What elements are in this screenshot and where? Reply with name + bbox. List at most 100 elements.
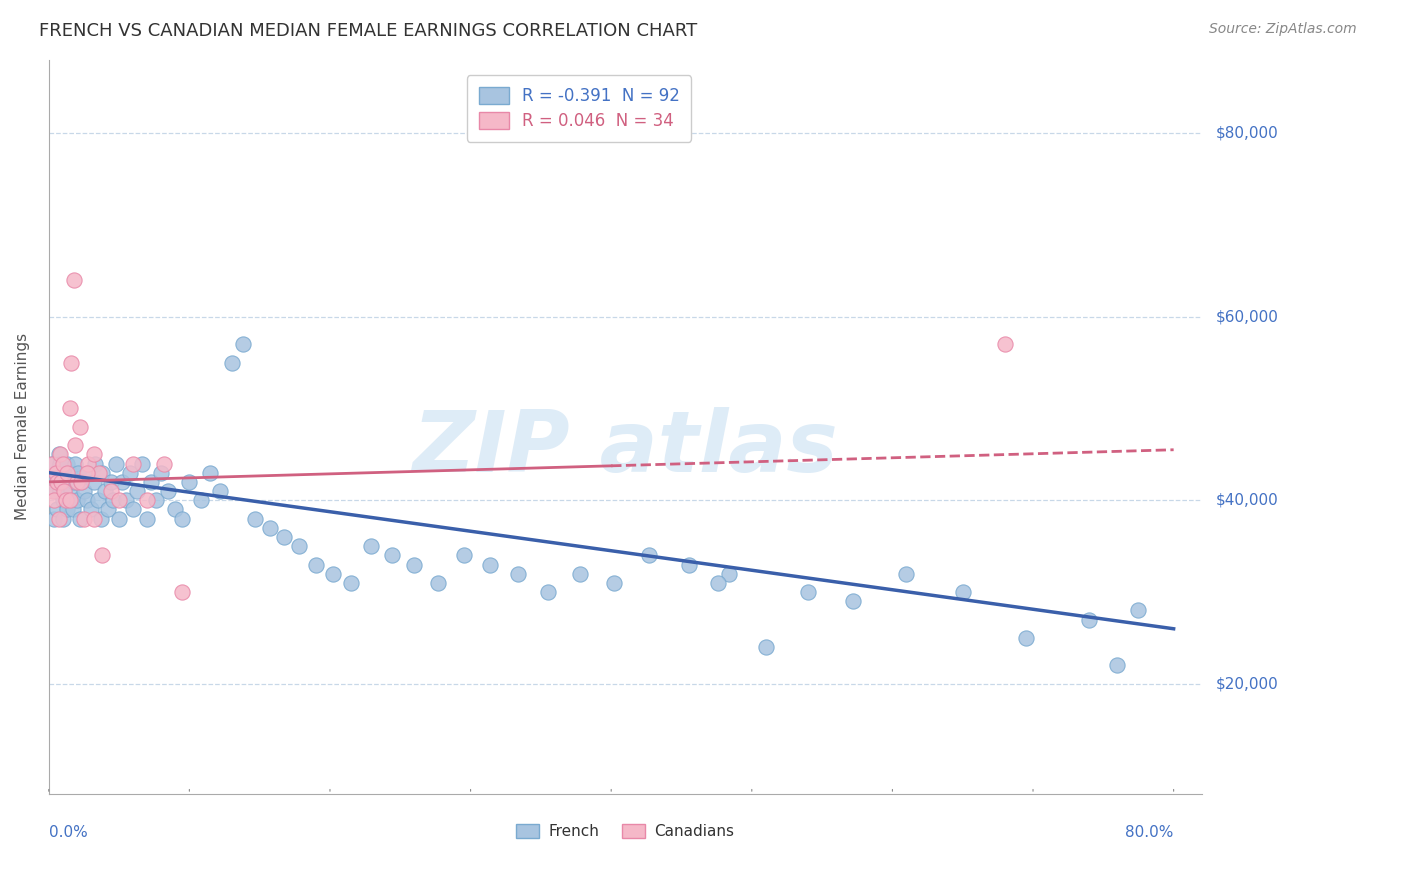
Text: Source: ZipAtlas.com: Source: ZipAtlas.com: [1209, 22, 1357, 37]
French: [288, 539, 311, 553]
French: [42, 475, 65, 489]
French: [131, 457, 153, 471]
French: [80, 502, 103, 516]
French: [97, 502, 120, 516]
French: [305, 558, 328, 572]
French: [84, 457, 107, 471]
French: [56, 457, 79, 471]
Canadians: [172, 585, 194, 599]
Canadians: [42, 484, 65, 499]
French: [157, 484, 180, 499]
French: [77, 466, 100, 480]
Canadians: [69, 419, 91, 434]
French: [755, 640, 778, 654]
French: [127, 484, 149, 499]
French: [108, 511, 131, 525]
French: [190, 493, 212, 508]
Canadians: [89, 466, 111, 480]
French: [111, 475, 134, 489]
French: [120, 466, 142, 480]
French: [360, 539, 382, 553]
French: [87, 493, 110, 508]
Canadians: [63, 273, 86, 287]
French: [200, 466, 222, 480]
French: [46, 502, 69, 516]
Text: $40,000: $40,000: [1216, 492, 1278, 508]
French: [76, 493, 98, 508]
French: [94, 484, 117, 499]
French: [60, 484, 83, 499]
French: [537, 585, 560, 599]
French: [150, 466, 173, 480]
French: [179, 475, 201, 489]
Canadians: [48, 511, 70, 525]
French: [70, 475, 93, 489]
French: [896, 566, 918, 581]
French: [83, 475, 105, 489]
Canadians: [83, 447, 105, 461]
Canadians: [51, 475, 73, 489]
French: [404, 558, 426, 572]
French: [49, 484, 72, 499]
French: [91, 466, 114, 480]
French: [273, 530, 295, 544]
Canadians: [65, 438, 87, 452]
French: [209, 484, 232, 499]
Text: FRENCH VS CANADIAN MEDIAN FEMALE EARNINGS CORRELATION CHART: FRENCH VS CANADIAN MEDIAN FEMALE EARNING…: [39, 22, 697, 40]
French: [62, 502, 84, 516]
French: [165, 502, 187, 516]
French: [122, 502, 145, 516]
Canadians: [60, 355, 83, 369]
French: [232, 337, 254, 351]
French: [842, 594, 865, 608]
French: [105, 457, 128, 471]
French: [48, 447, 70, 461]
Canadians: [49, 447, 72, 461]
French: [69, 511, 91, 525]
French: [41, 457, 63, 471]
French: [381, 549, 404, 563]
French: [1078, 613, 1101, 627]
French: [60, 493, 83, 508]
French: [49, 457, 72, 471]
Canadians: [136, 493, 159, 508]
French: [221, 355, 243, 369]
French: [797, 585, 820, 599]
French: [55, 475, 77, 489]
French: [45, 484, 67, 499]
French: [603, 575, 626, 590]
Canadians: [59, 401, 82, 416]
Canadians: [66, 475, 89, 489]
Canadians: [73, 511, 96, 525]
French: [90, 511, 112, 525]
French: [1107, 658, 1129, 673]
French: [52, 511, 75, 525]
French: [145, 493, 167, 508]
Text: $80,000: $80,000: [1216, 126, 1278, 141]
French: [73, 484, 96, 499]
Legend: French, Canadians: French, Canadians: [510, 818, 741, 845]
Canadians: [77, 457, 100, 471]
French: [53, 484, 76, 499]
French: [136, 511, 159, 525]
French: [115, 493, 138, 508]
French: [45, 466, 67, 480]
Text: $60,000: $60,000: [1216, 310, 1278, 324]
Canadians: [91, 549, 114, 563]
Canadians: [56, 466, 79, 480]
French: [245, 511, 267, 525]
French: [100, 475, 122, 489]
Canadians: [45, 466, 67, 480]
Text: ZIP atlas: ZIP atlas: [412, 408, 838, 491]
Text: $20,000: $20,000: [1216, 676, 1278, 691]
French: [569, 566, 592, 581]
Text: 80.0%: 80.0%: [1125, 824, 1174, 839]
Canadians: [153, 457, 176, 471]
French: [427, 575, 450, 590]
French: [66, 493, 89, 508]
Y-axis label: Median Female Earnings: Median Female Earnings: [15, 334, 30, 520]
French: [172, 511, 194, 525]
French: [59, 466, 82, 480]
French: [63, 475, 86, 489]
French: [53, 466, 76, 480]
